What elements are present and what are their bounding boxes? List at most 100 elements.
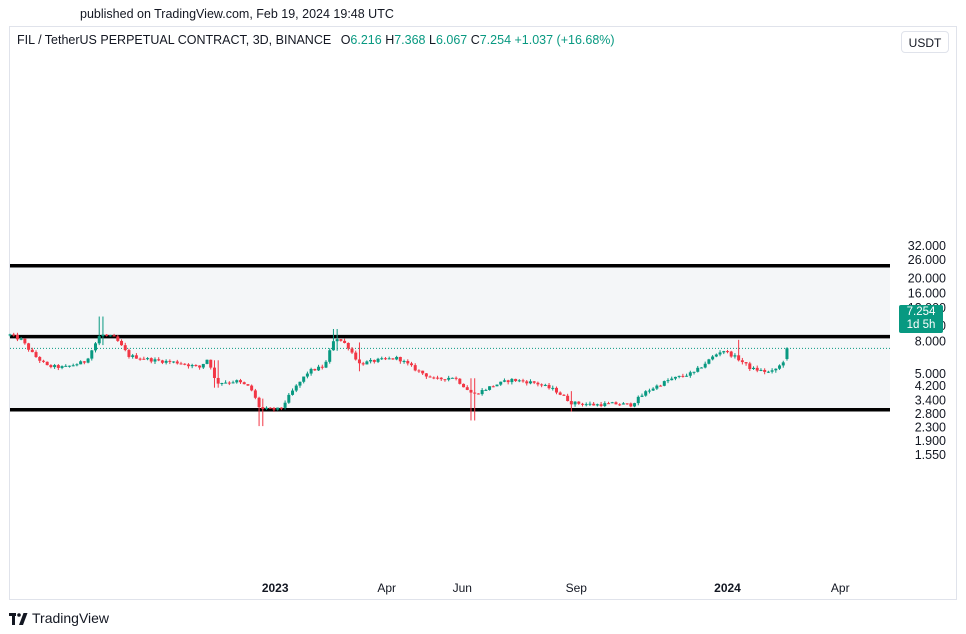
candle-body	[49, 365, 53, 368]
candle-205	[770, 368, 774, 374]
published-caption: published on TradingView.com, Feb 19, 20…	[80, 7, 394, 21]
chart-frame[interactable]	[9, 26, 957, 600]
candle-body	[621, 403, 625, 405]
candle-body	[443, 379, 447, 381]
candle-body	[276, 407, 280, 410]
tradingview-logo[interactable]: TradingView	[9, 610, 109, 626]
candle-106	[402, 359, 406, 364]
candle-body	[79, 361, 83, 365]
candle-101	[383, 356, 387, 361]
candle-21	[86, 357, 90, 364]
y-tick-label-11: 2.300	[915, 421, 946, 435]
candle-body	[64, 365, 68, 367]
candle-body	[514, 378, 518, 382]
candle-body	[569, 401, 573, 405]
candle-60	[231, 380, 235, 384]
y-tick-label-7: 5.000	[915, 367, 946, 381]
candle-112	[424, 372, 428, 379]
candle-58	[224, 380, 228, 384]
candle-body	[752, 367, 756, 370]
candle-98	[372, 359, 376, 364]
candle-body	[573, 401, 577, 405]
candle-28	[112, 333, 116, 337]
candle-175	[659, 384, 663, 387]
candle-body	[510, 378, 514, 383]
candle-207	[778, 364, 782, 370]
candle-body	[532, 381, 536, 383]
candle-192	[722, 350, 726, 355]
candle-body	[127, 350, 131, 357]
candle-body	[473, 392, 477, 394]
candle-132	[499, 381, 503, 386]
candle-17	[71, 363, 75, 367]
candle-208	[781, 360, 785, 368]
candle-177	[666, 378, 670, 384]
candle-135	[510, 378, 514, 385]
open-label: O	[340, 33, 351, 47]
candle-body	[447, 377, 451, 380]
candle-body	[209, 359, 213, 368]
candle-body	[636, 396, 640, 404]
tradingview-logo-icon	[9, 612, 28, 625]
candle-body	[707, 359, 711, 364]
candle-168	[633, 402, 637, 408]
candle-body	[45, 361, 49, 366]
candle-13	[56, 364, 60, 371]
y-tick-label-13: 1.550	[915, 448, 946, 462]
candle-160	[603, 401, 607, 408]
candle-body	[186, 364, 190, 367]
candle-body	[60, 366, 64, 368]
candle-114	[432, 376, 436, 380]
candle-body	[86, 358, 90, 363]
candle-body	[588, 403, 592, 405]
candle-14	[60, 365, 64, 370]
candle-body	[101, 334, 105, 337]
candle-body	[198, 365, 202, 368]
candle-140	[528, 379, 532, 385]
candle-36	[142, 356, 146, 360]
candle-173	[651, 387, 655, 391]
candle-169	[636, 395, 640, 406]
candle-body	[268, 407, 272, 409]
candle-body	[175, 361, 179, 364]
candle-body	[94, 343, 98, 351]
candle-body	[116, 336, 120, 341]
candle-191	[718, 350, 722, 357]
candle-19	[79, 360, 83, 365]
candle-body	[160, 360, 164, 363]
candle-143	[540, 383, 544, 388]
candle-45	[175, 359, 179, 365]
candle-body	[644, 391, 648, 396]
candle-80	[305, 371, 309, 379]
candle-127	[480, 388, 484, 396]
candle-186	[699, 367, 703, 369]
candle-206	[774, 368, 778, 373]
currency-button[interactable]: USDT	[901, 31, 949, 53]
candle-body	[439, 377, 443, 380]
candle-body	[633, 403, 637, 407]
candle-134	[506, 379, 510, 385]
candle-202	[759, 368, 763, 372]
candle-193	[725, 349, 729, 354]
candle-body	[190, 365, 194, 367]
candle-7	[34, 350, 38, 358]
candle-body	[387, 358, 391, 360]
candle-body	[744, 362, 748, 364]
candle-34	[134, 353, 138, 359]
candle-153	[577, 401, 581, 405]
candle-142	[536, 381, 540, 387]
candle-body	[629, 403, 633, 407]
candle-body	[733, 355, 737, 357]
candle-109	[413, 363, 417, 372]
candle-53	[205, 359, 209, 365]
candle-body	[320, 366, 324, 368]
candle-body	[395, 356, 399, 360]
candle-body	[476, 393, 480, 395]
candle-152	[573, 401, 577, 407]
candle-body	[737, 355, 741, 361]
candle-body	[391, 358, 395, 360]
candle-40	[157, 357, 161, 362]
candle-130	[491, 385, 495, 388]
candle-body	[554, 387, 558, 393]
